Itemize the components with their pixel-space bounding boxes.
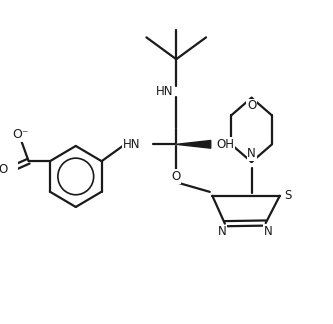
Text: N: N [247,147,256,160]
Text: N: N [264,225,273,237]
Text: OH: OH [216,138,234,151]
Text: S: S [284,189,291,202]
Polygon shape [176,141,211,148]
Text: HN: HN [156,85,173,98]
Text: N: N [218,225,227,238]
Text: O: O [0,163,8,176]
Text: O⁻: O⁻ [12,128,28,141]
Text: HN: HN [123,138,140,151]
Text: O: O [247,99,256,112]
Text: O: O [171,170,181,183]
